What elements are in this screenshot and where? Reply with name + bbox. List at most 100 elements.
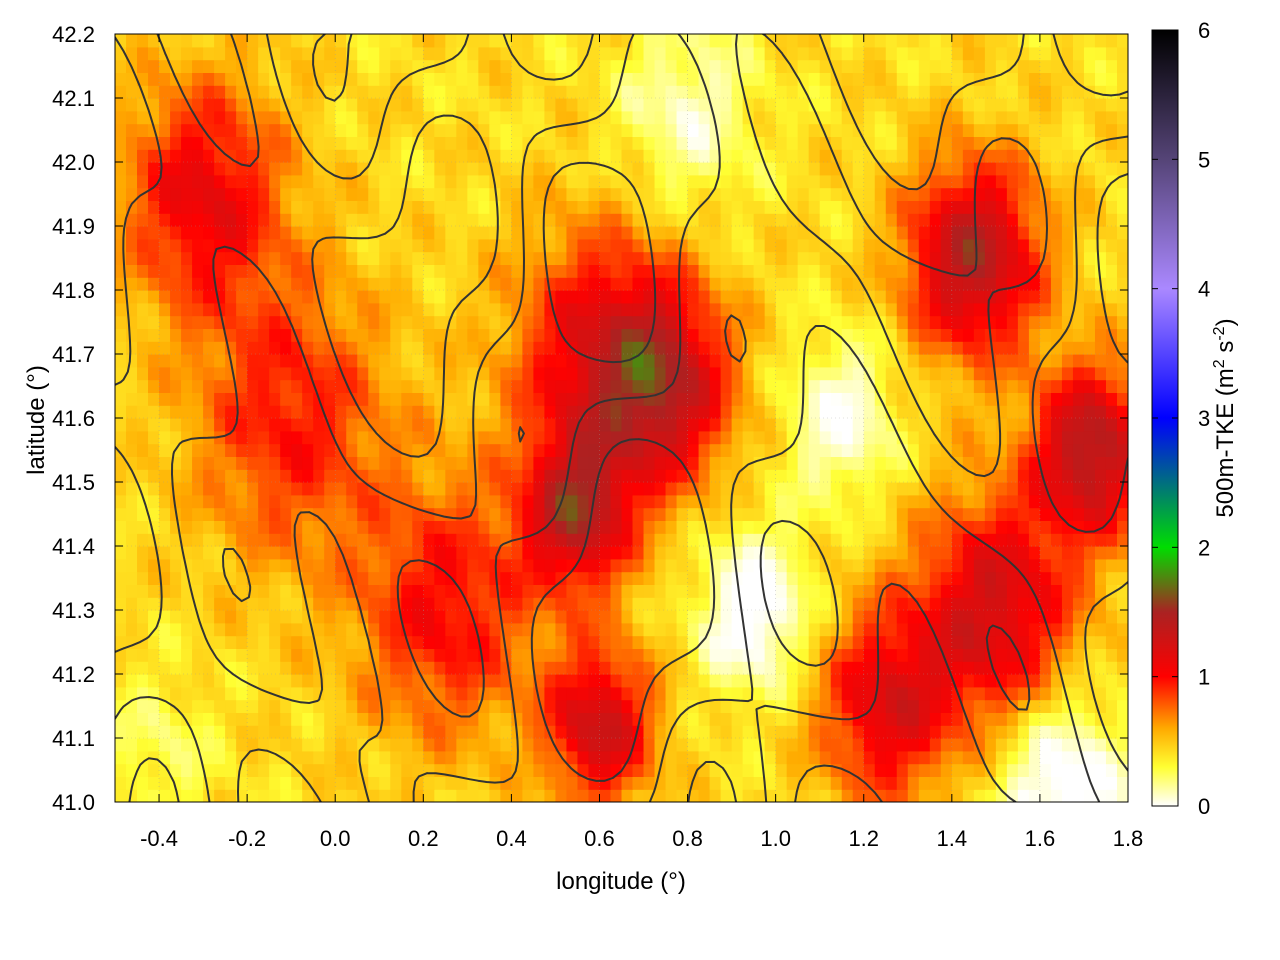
heatmap-cell xyxy=(1105,661,1118,675)
heatmap-cell xyxy=(951,405,964,419)
heatmap-cell xyxy=(599,699,612,713)
heatmap-cell xyxy=(258,699,270,713)
heatmap-cell xyxy=(291,277,303,291)
heatmap-cell xyxy=(181,763,193,777)
heatmap-cell xyxy=(456,405,468,419)
heatmap-cell xyxy=(1116,443,1128,457)
heatmap-cell xyxy=(445,661,457,675)
heatmap-cell xyxy=(709,482,722,496)
heatmap-cell xyxy=(522,520,535,534)
heatmap-cell xyxy=(533,328,546,342)
heatmap-cell xyxy=(632,533,645,547)
heatmap-cell xyxy=(1061,162,1074,176)
heatmap-cell xyxy=(775,558,788,573)
heatmap-cell xyxy=(841,597,854,611)
heatmap-cell xyxy=(1105,149,1118,163)
heatmap-cell xyxy=(621,123,634,137)
heatmap-cell xyxy=(423,674,435,688)
heatmap-cell xyxy=(621,622,634,637)
heatmap-cell xyxy=(940,469,953,483)
heatmap-cell xyxy=(1116,187,1128,201)
heatmap-cell xyxy=(445,443,457,457)
heatmap-cell xyxy=(995,674,1008,688)
heatmap-cell xyxy=(1061,789,1074,802)
heatmap-cell xyxy=(753,136,766,150)
heatmap-cell xyxy=(434,622,446,637)
heatmap-cell xyxy=(731,136,744,150)
heatmap-cell xyxy=(269,763,281,777)
heatmap-cell xyxy=(170,494,182,509)
heatmap-cell xyxy=(1017,558,1030,573)
heatmap-cell xyxy=(1094,789,1107,802)
heatmap-cell xyxy=(621,610,634,624)
heatmap-cell xyxy=(434,392,446,406)
heatmap-cell xyxy=(148,200,160,214)
heatmap-cell xyxy=(544,546,557,560)
heatmap-cell xyxy=(918,635,931,649)
heatmap-cell xyxy=(599,789,612,802)
heatmap-cell xyxy=(1017,686,1030,701)
heatmap-cell xyxy=(962,392,975,406)
heatmap-cell xyxy=(280,430,292,445)
heatmap-cell xyxy=(258,110,270,125)
heatmap-cell xyxy=(1083,712,1096,726)
heatmap-cell xyxy=(566,725,579,739)
heatmap-cell xyxy=(170,763,182,777)
heatmap-cell xyxy=(522,546,535,560)
heatmap-cell xyxy=(1094,725,1107,739)
heatmap-cell xyxy=(192,379,204,393)
heatmap-cell xyxy=(137,443,149,457)
heatmap-cell xyxy=(126,405,138,419)
heatmap-cell xyxy=(885,482,898,496)
heatmap-cell xyxy=(434,302,446,317)
heatmap-cell xyxy=(995,187,1008,201)
heatmap-cell xyxy=(676,738,689,752)
heatmap-cell xyxy=(588,750,601,765)
heatmap-cell xyxy=(335,149,347,163)
heatmap-cell xyxy=(115,379,127,393)
heatmap-cell xyxy=(1017,456,1030,470)
heatmap-cell xyxy=(280,635,292,649)
heatmap-cell xyxy=(280,213,292,227)
heatmap-cell xyxy=(137,213,149,227)
heatmap-cell xyxy=(742,712,755,726)
heatmap-cell xyxy=(379,366,391,381)
heatmap-cell xyxy=(874,264,887,278)
heatmap-cell xyxy=(610,456,623,470)
heatmap-cell xyxy=(533,520,546,534)
heatmap-cell xyxy=(1083,571,1096,585)
heatmap-cell xyxy=(720,136,733,150)
heatmap-cell xyxy=(335,379,347,393)
heatmap-cell xyxy=(533,469,546,483)
heatmap-cell xyxy=(236,610,248,624)
heatmap-cell xyxy=(555,174,568,189)
heatmap-cell xyxy=(676,674,689,688)
heatmap-cell xyxy=(500,789,512,802)
heatmap-cell xyxy=(115,533,127,547)
heatmap-cell xyxy=(170,392,182,406)
heatmap-cell xyxy=(775,379,788,393)
heatmap-cell xyxy=(203,328,215,342)
heatmap-cell xyxy=(346,686,358,701)
heatmap-cell xyxy=(588,622,601,637)
heatmap-cell xyxy=(621,597,634,611)
heatmap-cell xyxy=(423,571,435,585)
heatmap-cell xyxy=(313,738,325,752)
heatmap-cell xyxy=(544,392,557,406)
heatmap-cell xyxy=(962,763,975,777)
heatmap-cell xyxy=(852,725,865,739)
heatmap-cell xyxy=(489,110,501,125)
heatmap-cell xyxy=(126,699,138,713)
heatmap-cell xyxy=(511,712,523,726)
heatmap-cell xyxy=(830,110,843,125)
heatmap-cell xyxy=(676,328,689,342)
heatmap-cell xyxy=(148,136,160,150)
heatmap-cell xyxy=(731,341,744,355)
heatmap-cell xyxy=(555,238,568,253)
heatmap-cell xyxy=(698,750,711,765)
heatmap-cell xyxy=(324,200,336,214)
heatmap-cell xyxy=(555,149,568,163)
heatmap-cell xyxy=(775,418,788,432)
heatmap-cell xyxy=(269,546,281,560)
heatmap-cell xyxy=(1116,674,1128,688)
